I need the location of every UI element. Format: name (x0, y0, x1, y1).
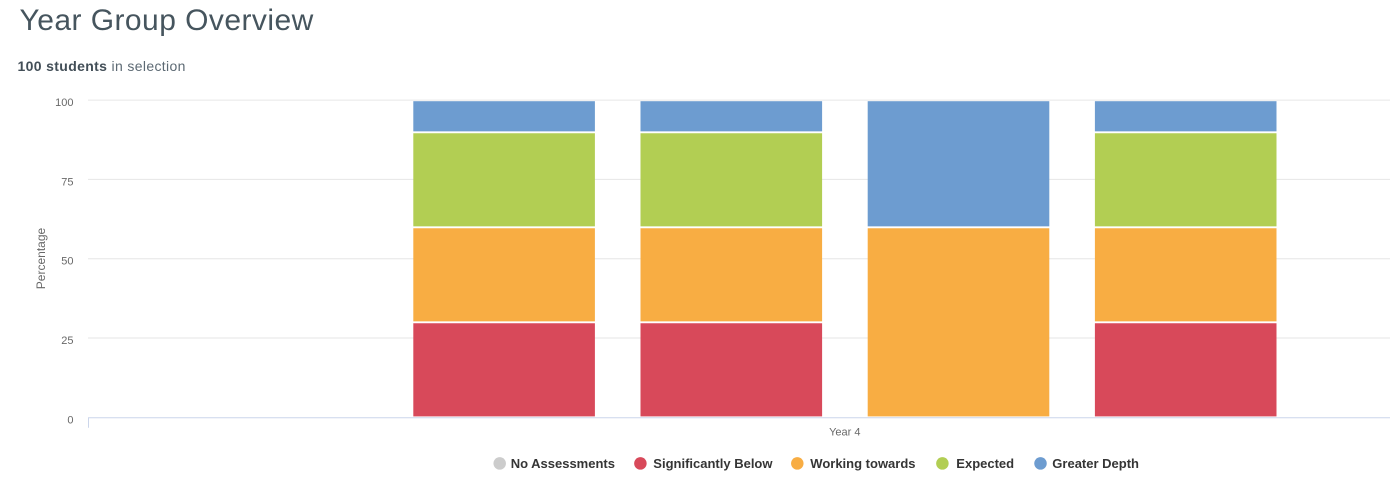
svg-text:50: 50 (61, 256, 73, 268)
svg-text:No Assessments: No Assessments (511, 456, 615, 471)
svg-text:Greater Depth: Greater Depth (1052, 456, 1139, 471)
svg-text:Expected: Expected (956, 456, 1014, 471)
svg-text:Significantly Below: Significantly Below (653, 456, 773, 471)
svg-text:Working towards: Working towards (810, 456, 915, 471)
svg-text:Percentage: Percentage (34, 227, 48, 289)
svg-text:75: 75 (61, 176, 73, 188)
svg-text:25: 25 (61, 335, 73, 347)
svg-text:0: 0 (67, 415, 73, 427)
svg-text:100: 100 (55, 97, 73, 109)
svg-text:Year 4: Year 4 (829, 427, 860, 439)
